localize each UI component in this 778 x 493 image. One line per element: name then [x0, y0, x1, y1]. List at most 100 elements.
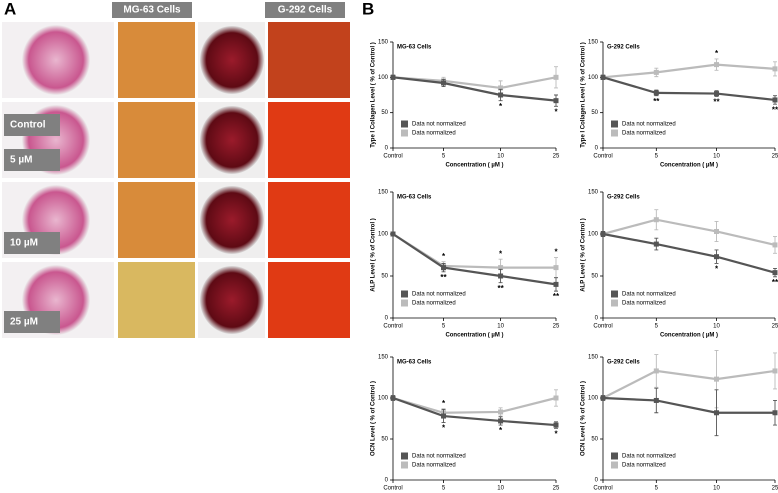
significance: *	[715, 49, 719, 58]
point	[441, 80, 447, 86]
photo-micro	[268, 182, 350, 258]
legend-swatch	[401, 461, 408, 469]
point	[714, 228, 720, 234]
chart-title: MG-63 Cells	[397, 360, 432, 366]
y-tick-label: 50	[381, 437, 388, 443]
point	[772, 368, 778, 374]
y-axis-label: ALP Level ( % of Control )	[581, 218, 587, 292]
panel-label: A	[4, 0, 16, 18]
row-label: Control	[10, 120, 46, 131]
x-tick-label: 5	[442, 324, 446, 330]
x-axis-label: Concentration ( µM )	[660, 333, 718, 339]
point	[714, 62, 720, 68]
x-tick-label: 5	[442, 486, 446, 492]
legend-label: Data normalized	[412, 131, 456, 137]
series-line	[602, 218, 776, 246]
legend-label: Data normalized	[622, 301, 666, 307]
significance: *	[442, 424, 446, 433]
point	[441, 413, 447, 419]
column-header: G-292 Cells	[278, 5, 333, 16]
series-line	[602, 76, 776, 102]
point	[390, 395, 396, 401]
series-line	[392, 76, 557, 90]
y-tick-label: 0	[595, 146, 599, 152]
legend-swatch	[611, 452, 618, 460]
row-label: 5 µM	[10, 155, 32, 166]
significance: **	[653, 97, 660, 106]
x-tick-label: 10	[497, 324, 504, 330]
legend-swatch	[401, 120, 408, 128]
panel-label: B	[362, 0, 374, 18]
legend-swatch	[611, 461, 618, 469]
x-tick-label: 25	[772, 324, 778, 330]
y-tick-label: 150	[588, 190, 599, 196]
series-line	[602, 232, 776, 274]
significance: **	[553, 292, 560, 301]
point	[441, 265, 447, 271]
significance: **	[772, 105, 778, 114]
y-tick-label: 50	[591, 110, 598, 116]
legend-label: Data normalized	[622, 131, 666, 137]
x-tick-label: 10	[713, 486, 720, 492]
y-tick-label: 150	[378, 355, 389, 361]
series-line	[602, 369, 776, 399]
y-tick-label: 150	[588, 355, 599, 361]
legend-label: Data not normalized	[412, 454, 466, 460]
chart-title: G-292 Cells	[607, 45, 640, 51]
point	[390, 74, 396, 80]
point	[772, 97, 778, 103]
y-axis-label: Type I Collagen Level ( % of Control )	[371, 42, 377, 148]
legend-swatch	[401, 452, 408, 460]
photo-micro	[118, 262, 195, 338]
y-tick-label: 0	[385, 316, 389, 322]
x-tick-label: Control	[593, 324, 612, 330]
x-tick-label: Control	[383, 486, 402, 492]
x-tick-label: 25	[772, 486, 778, 492]
y-tick-label: 150	[378, 190, 389, 196]
point	[653, 397, 659, 403]
point	[714, 410, 720, 416]
y-tick-label: 100	[588, 396, 599, 402]
significance: *	[499, 426, 503, 435]
significance: *	[499, 102, 503, 111]
significance: *	[442, 399, 446, 408]
point	[653, 90, 659, 96]
point	[653, 69, 659, 75]
point	[714, 91, 720, 97]
y-axis-label: ALP Level ( % of Control )	[371, 218, 377, 292]
y-tick-label: 100	[378, 396, 389, 402]
legend-swatch	[611, 299, 618, 307]
x-tick-label: Control	[383, 324, 402, 330]
series-line	[392, 396, 557, 427]
y-axis-label: OCN Level ( % of Control )	[371, 381, 377, 456]
point	[498, 85, 504, 91]
x-tick-label: 5	[655, 324, 659, 330]
photo-micro	[118, 22, 195, 98]
significance: *	[554, 107, 558, 116]
row-label-box	[4, 232, 60, 254]
y-tick-label: 50	[381, 274, 388, 280]
point	[553, 74, 559, 80]
x-tick-label: 25	[772, 154, 778, 160]
point	[553, 422, 559, 428]
dish	[200, 106, 264, 174]
x-tick-label: 5	[655, 486, 659, 492]
series-line	[602, 63, 776, 79]
significance: *	[554, 429, 558, 438]
row-label-box	[4, 114, 60, 136]
y-tick-label: 100	[378, 75, 389, 81]
y-tick-label: 0	[595, 316, 599, 322]
y-tick-label: 0	[385, 478, 389, 484]
photo-micro	[118, 182, 195, 258]
point	[498, 418, 504, 424]
legend-label: Data normalized	[412, 301, 456, 307]
legend-label: Data normalized	[412, 463, 456, 469]
point	[772, 270, 778, 276]
legend-swatch	[401, 290, 408, 298]
y-tick-label: 0	[595, 478, 599, 484]
